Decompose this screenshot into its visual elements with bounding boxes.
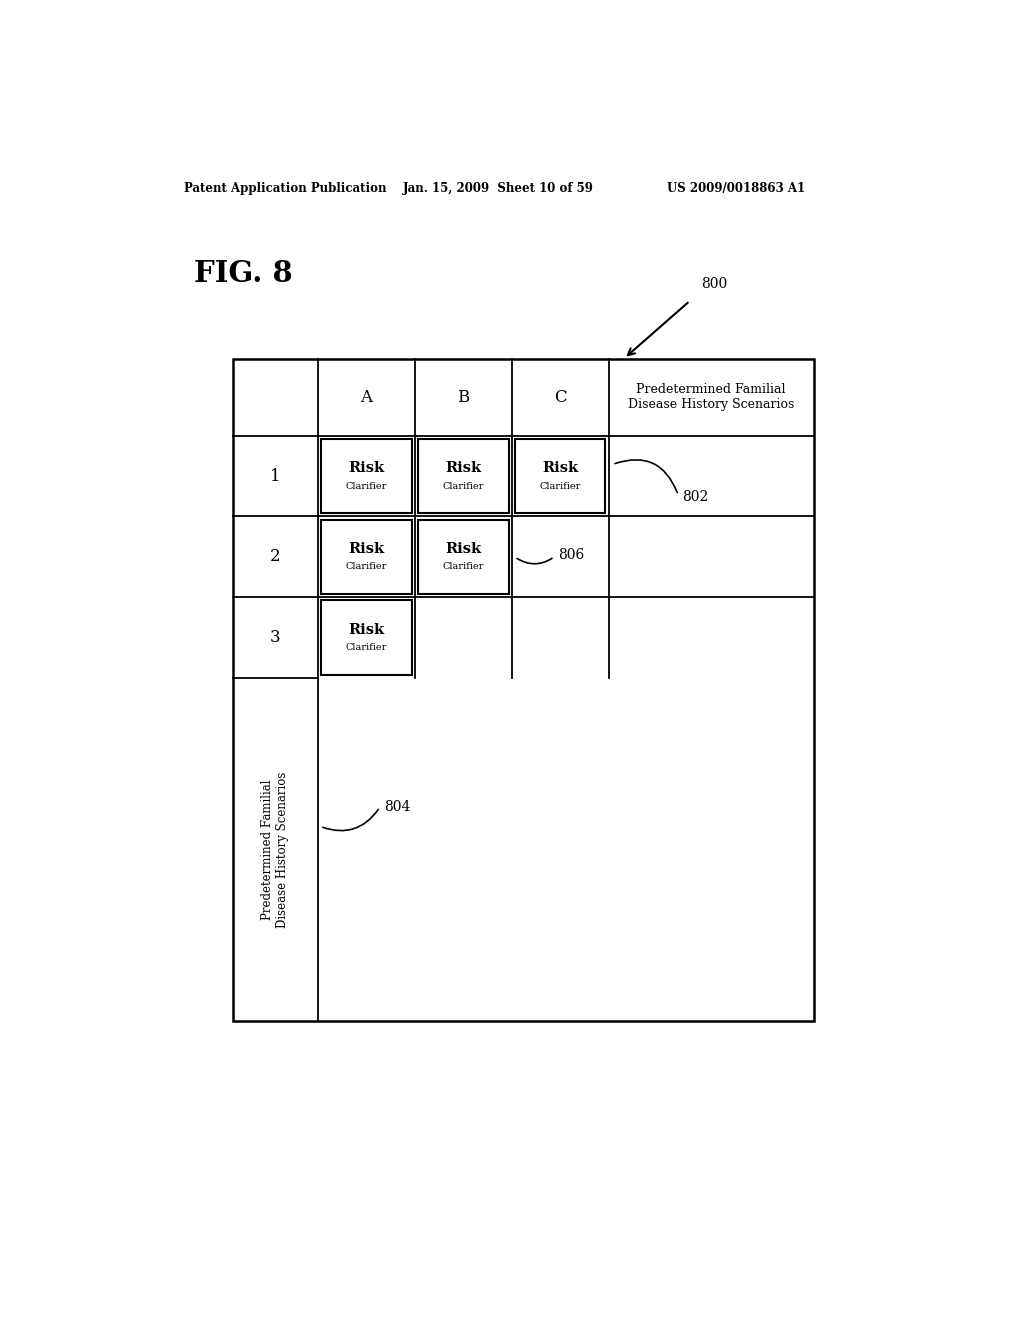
Text: Clarifier: Clarifier xyxy=(442,482,484,491)
Text: C: C xyxy=(554,388,566,405)
Text: Patent Application Publication: Patent Application Publication xyxy=(183,182,386,194)
Text: Risk: Risk xyxy=(348,623,384,638)
Bar xyxy=(232,359,814,1020)
Text: Risk: Risk xyxy=(445,461,481,475)
Bar xyxy=(515,438,605,513)
Text: Predetermined Familial
Disease History Scenarios: Predetermined Familial Disease History S… xyxy=(261,771,289,928)
Text: Clarifier: Clarifier xyxy=(346,562,387,572)
Text: Clarifier: Clarifier xyxy=(442,562,484,572)
Text: B: B xyxy=(457,388,469,405)
Bar xyxy=(321,601,412,675)
Text: 806: 806 xyxy=(558,548,585,562)
Text: Clarifier: Clarifier xyxy=(346,482,387,491)
Text: Clarifier: Clarifier xyxy=(346,643,387,652)
Text: 800: 800 xyxy=(701,277,728,290)
Text: FIG. 8: FIG. 8 xyxy=(194,259,293,288)
Bar xyxy=(418,438,509,513)
Text: Risk: Risk xyxy=(348,543,384,556)
Text: 3: 3 xyxy=(270,630,281,647)
Text: Jan. 15, 2009  Sheet 10 of 59: Jan. 15, 2009 Sheet 10 of 59 xyxy=(403,182,594,194)
Bar xyxy=(418,520,509,594)
Text: Clarifier: Clarifier xyxy=(540,482,581,491)
Text: A: A xyxy=(360,388,373,405)
Text: Risk: Risk xyxy=(445,543,481,556)
Bar xyxy=(321,438,412,513)
Text: 802: 802 xyxy=(682,490,709,504)
Text: 1: 1 xyxy=(270,467,281,484)
Text: 804: 804 xyxy=(384,800,411,814)
Text: Predetermined Familial
Disease History Scenarios: Predetermined Familial Disease History S… xyxy=(628,383,795,411)
Bar xyxy=(321,520,412,594)
Text: 2: 2 xyxy=(270,548,281,565)
Text: US 2009/0018863 A1: US 2009/0018863 A1 xyxy=(667,182,805,194)
Text: Risk: Risk xyxy=(542,461,579,475)
Text: Risk: Risk xyxy=(348,461,384,475)
